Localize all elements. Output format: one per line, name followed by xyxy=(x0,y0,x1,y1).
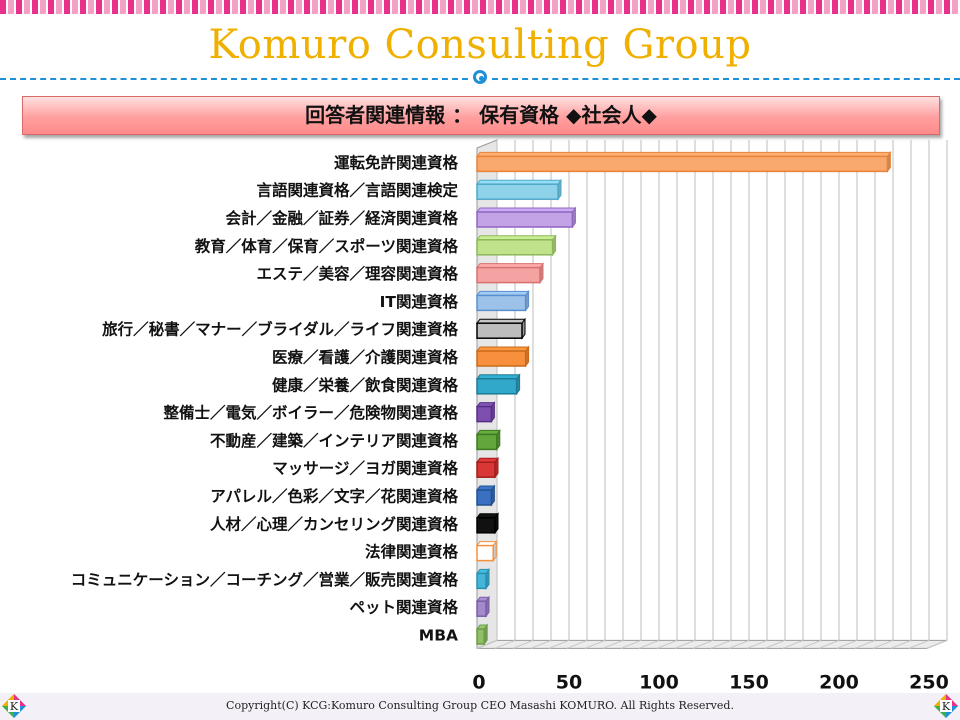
category-label: 整備士／電気／ボイラー／危険物関連資格 xyxy=(162,403,458,422)
x-tick-label: 0 xyxy=(472,671,485,690)
bar-front xyxy=(476,155,889,173)
bar xyxy=(476,345,530,368)
svg-text:K: K xyxy=(10,700,19,713)
gridline-floor xyxy=(710,639,732,649)
bar xyxy=(476,206,577,229)
bar xyxy=(476,595,490,618)
category-label: 運転免許関連資格 xyxy=(334,153,459,172)
bar xyxy=(476,428,501,451)
category-label: IT関連資格 xyxy=(380,292,459,311)
bar-front xyxy=(476,322,523,339)
category-label: マッサージ／ヨガ関連資格 xyxy=(272,459,458,478)
bar xyxy=(476,317,526,340)
svg-text:K: K xyxy=(942,700,951,713)
section-title: 回答者関連情報 ： 保有資格 ◆社会人◆ xyxy=(22,96,940,135)
gridline-floor xyxy=(548,639,570,649)
category-label: ペット関連資格 xyxy=(349,598,458,617)
bar-front xyxy=(476,266,541,284)
bar xyxy=(476,456,499,479)
bar-front xyxy=(476,600,487,617)
gridline-floor xyxy=(728,639,750,649)
bar-front xyxy=(476,433,498,451)
bar xyxy=(476,540,498,563)
bar-front xyxy=(476,294,527,312)
category-label: 教育／体育／保育／スポーツ関連資格 xyxy=(195,236,459,255)
gridline-floor xyxy=(908,639,930,649)
gridline-floor xyxy=(602,639,624,649)
category-label: MBA xyxy=(419,627,458,645)
gridline-floor xyxy=(476,639,498,649)
gridline-floor xyxy=(692,639,714,649)
x-tick-label: 200 xyxy=(819,671,859,690)
gridline-floor xyxy=(764,639,786,649)
x-tick-label: 150 xyxy=(729,671,769,690)
category-label: コミュニケーション／コーチング／営業／販売関連資格 xyxy=(71,570,459,589)
footer-bar xyxy=(0,693,960,720)
gridline-floor xyxy=(926,639,948,649)
copyright-text: Copyright(C) KCG:Komuro Consulting Group… xyxy=(226,699,734,712)
bar xyxy=(476,623,489,646)
gridline-floor xyxy=(494,639,516,649)
gridline-floor xyxy=(656,639,678,649)
category-label: 法律関連資格 xyxy=(365,542,459,561)
category-label: 旅行／秘書／マナー／ブライダル／ライフ関連資格 xyxy=(102,320,458,339)
gridline-floor xyxy=(620,639,642,649)
divider-line-left xyxy=(0,78,468,80)
bar-front xyxy=(476,211,574,228)
bar-front xyxy=(476,405,493,423)
bar-front xyxy=(476,544,494,562)
bar xyxy=(476,234,557,257)
category-label: アパレル／色彩／文字／花関連資格 xyxy=(210,487,458,506)
bar xyxy=(476,289,530,312)
bar xyxy=(476,178,562,201)
gridline-floor xyxy=(818,639,840,649)
kcg-logo-left-icon: K xyxy=(2,694,26,718)
bar-front xyxy=(476,239,554,256)
bar-front xyxy=(476,489,493,506)
gridline-floor xyxy=(512,639,534,649)
category-label: 人材／心理／カンセリング関連資格 xyxy=(210,514,459,533)
gridline-floor xyxy=(836,639,858,649)
gridline-floor xyxy=(674,639,696,649)
bar xyxy=(476,401,496,424)
divider-dot-icon xyxy=(473,70,487,84)
category-label: 医療／看護／介護関連資格 xyxy=(272,348,459,367)
bar xyxy=(476,567,490,590)
bar xyxy=(476,262,544,285)
bar-front xyxy=(476,378,518,395)
category-label: 健康／栄養／飲食関連資格 xyxy=(272,375,459,394)
top-decorative-stripe xyxy=(0,0,960,14)
gridline-floor xyxy=(530,639,552,649)
divider-line-right xyxy=(492,78,960,80)
bar-front xyxy=(476,350,527,367)
bar xyxy=(476,150,892,173)
bar xyxy=(476,484,496,507)
gridline-floor xyxy=(854,639,876,649)
gridline-floor xyxy=(782,639,804,649)
category-label: エステ／美容／理容関連資格 xyxy=(256,264,458,283)
category-label: 会計／金融／証券／経済関連資格 xyxy=(225,209,458,228)
kcg-logo-right-icon: K xyxy=(934,694,958,718)
gridline-floor xyxy=(566,639,588,649)
category-label: 不動産／建築／インテリア関連資格 xyxy=(210,431,459,450)
bar xyxy=(476,512,499,535)
brand-title: Komuro Consulting Group xyxy=(208,22,752,68)
category-label: 言語関連資格／言語関連検定 xyxy=(256,181,458,200)
x-tick-label: 250 xyxy=(909,671,949,690)
gridline-floor xyxy=(872,639,894,649)
bar-front xyxy=(476,461,496,478)
bar xyxy=(476,373,521,396)
bar-front xyxy=(476,183,559,200)
gridline-floor xyxy=(800,639,822,649)
bar-front xyxy=(476,628,485,645)
bar-chart: 運転免許関連資格言語関連資格／言語関連検定会計／金融／証券／経済関連資格教育／体… xyxy=(71,139,949,690)
bar-front xyxy=(476,517,496,534)
gridline-floor xyxy=(584,639,606,649)
gridline-floor xyxy=(890,639,912,649)
x-tick-label: 100 xyxy=(639,671,679,690)
gridline-floor xyxy=(638,639,660,649)
x-tick-label: 50 xyxy=(556,671,582,690)
bar-front xyxy=(476,572,487,590)
gridline-floor xyxy=(746,639,768,649)
